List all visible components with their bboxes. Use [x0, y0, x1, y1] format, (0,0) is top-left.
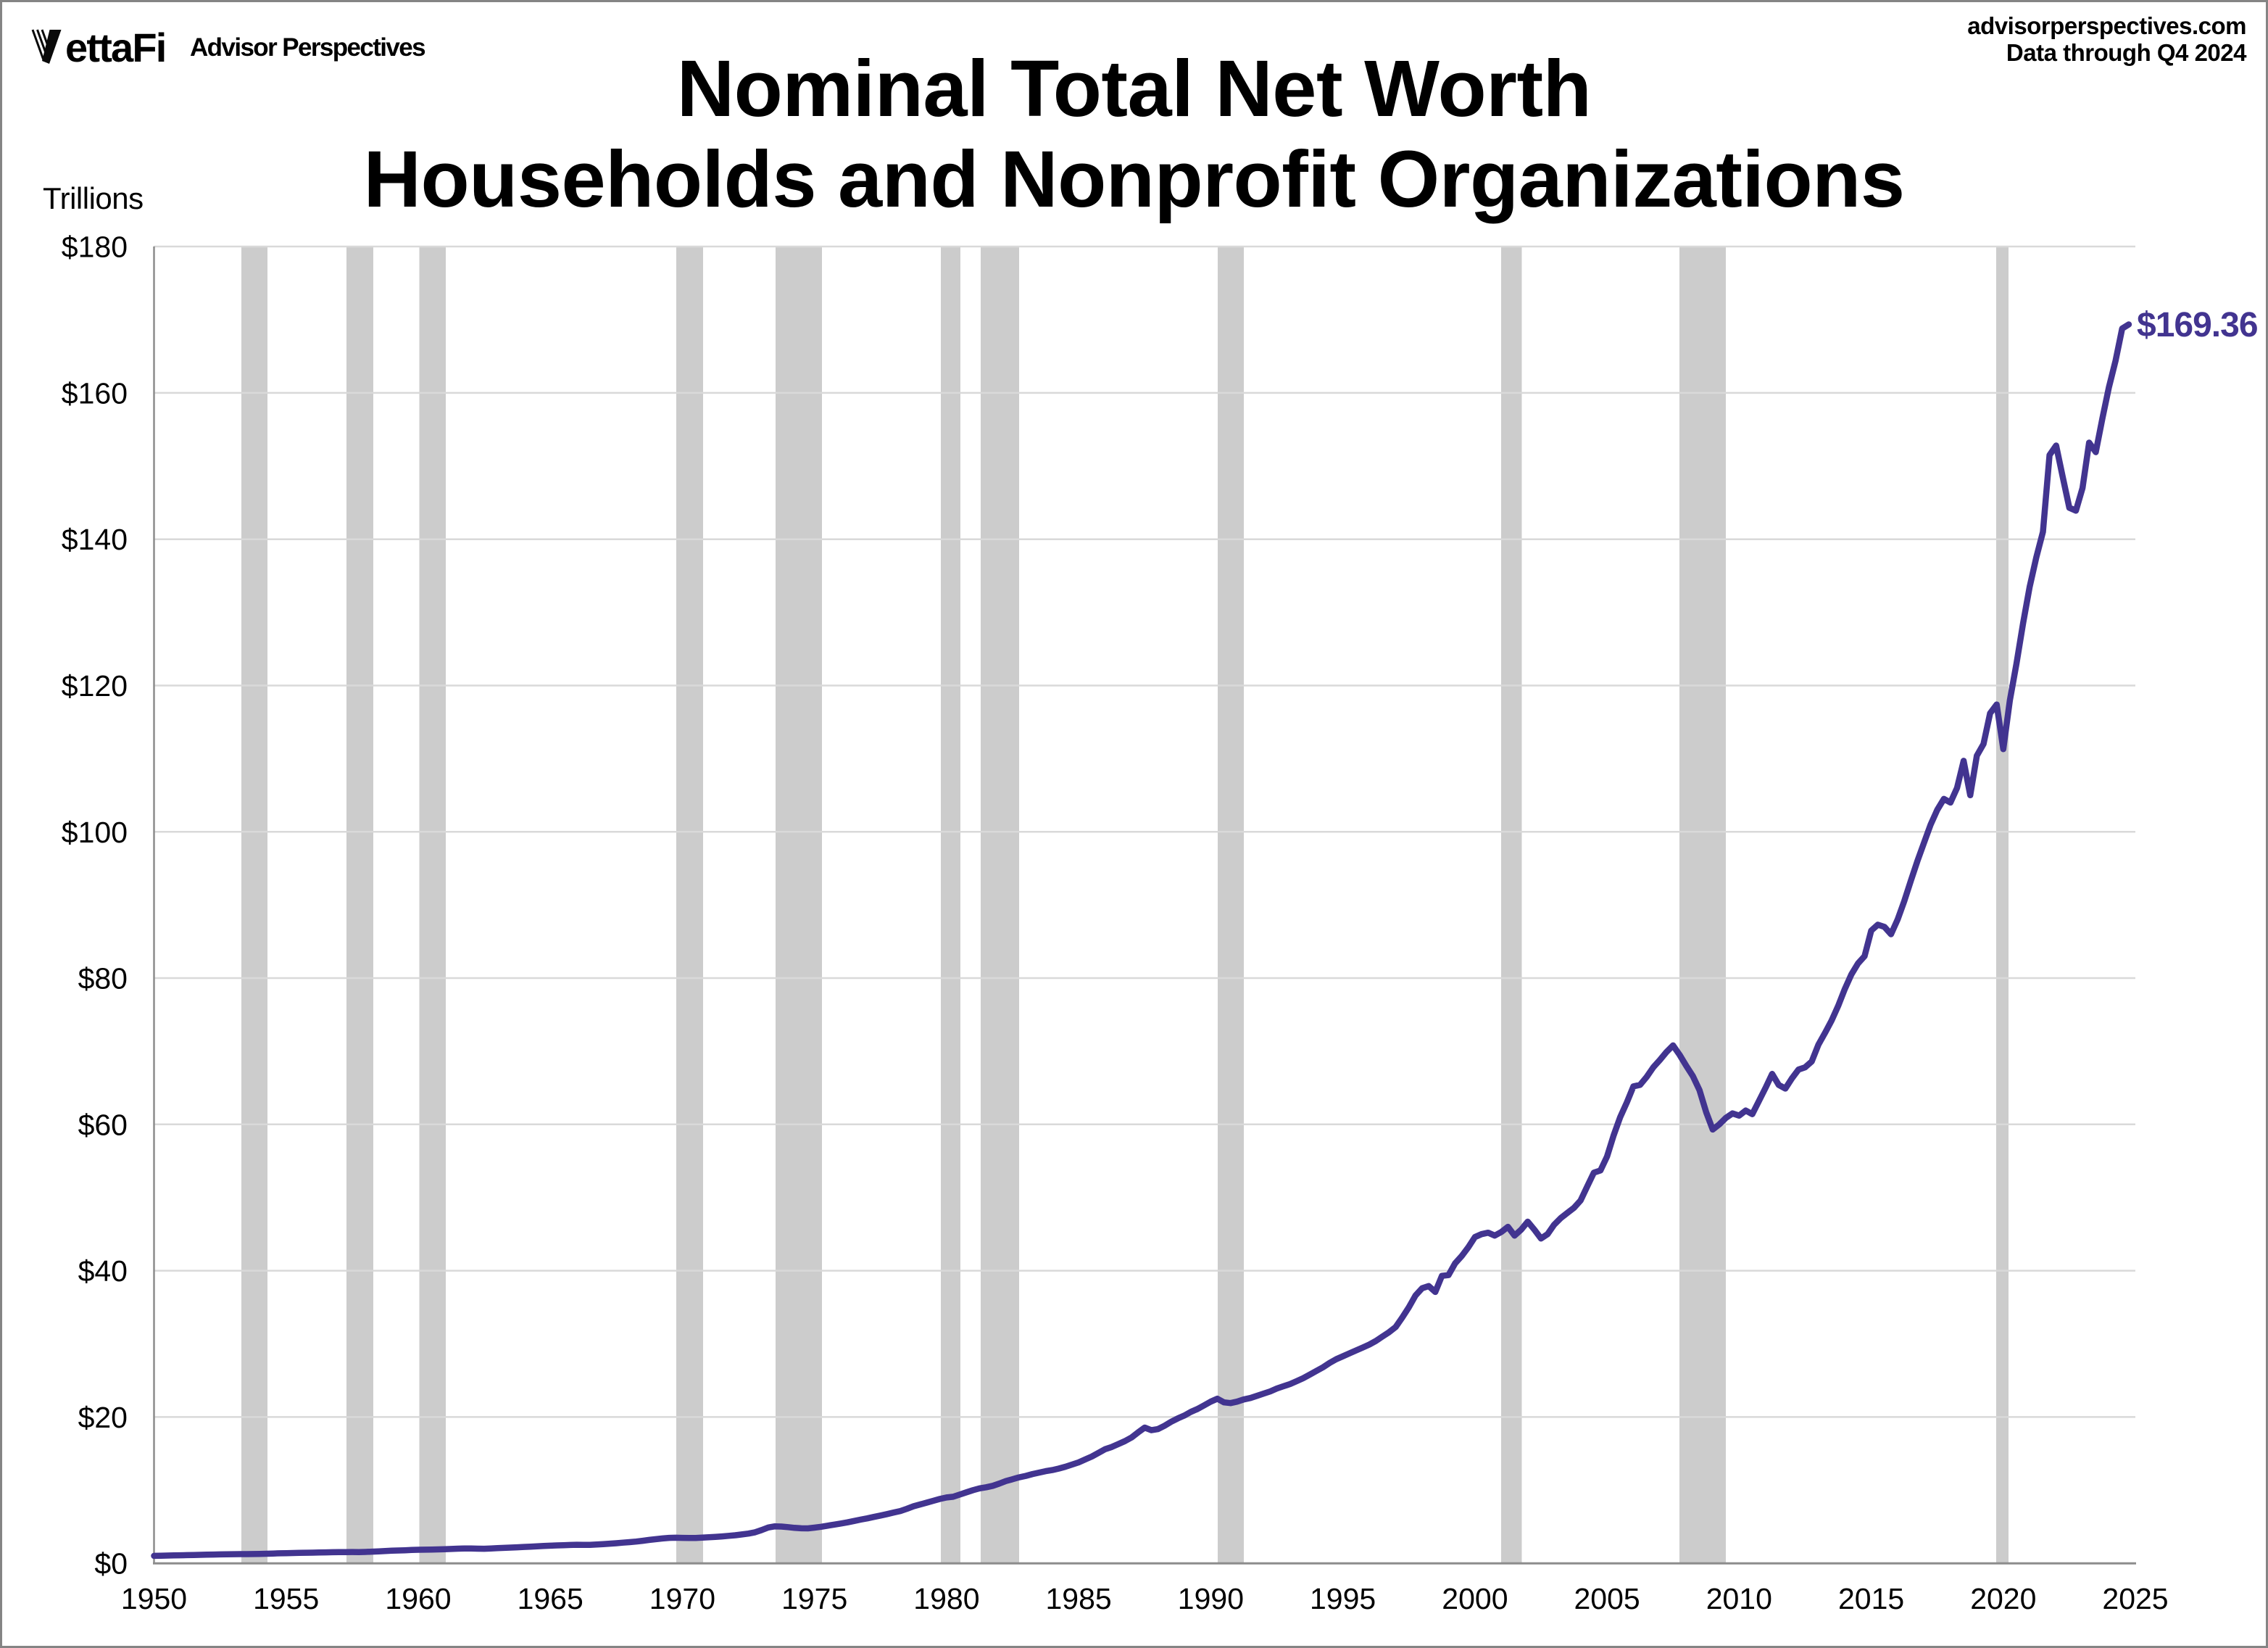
svg-text:1985: 1985	[1045, 1582, 1111, 1615]
svg-text:Data through Q4 2024: Data through Q4 2024	[2006, 39, 2247, 66]
svg-text:1990: 1990	[1178, 1582, 1244, 1615]
svg-text:1965: 1965	[518, 1582, 583, 1615]
svg-text:$60: $60	[78, 1108, 128, 1141]
svg-text:2015: 2015	[1838, 1582, 1904, 1615]
svg-text:1960: 1960	[385, 1582, 451, 1615]
svg-text:Advisor Perspectives: Advisor Perspectives	[190, 33, 425, 62]
svg-text:2005: 2005	[1574, 1582, 1640, 1615]
svg-text:1970: 1970	[649, 1582, 715, 1615]
svg-text:$140: $140	[62, 523, 128, 556]
svg-text:Nominal Total Net Worth: Nominal Total Net Worth	[677, 44, 1592, 133]
svg-text:$160: $160	[62, 376, 128, 410]
svg-text:Trillions: Trillions	[43, 181, 144, 215]
svg-text:$180: $180	[62, 231, 128, 264]
svg-text:advisorperspectives.com: advisorperspectives.com	[1967, 12, 2246, 39]
svg-text:1955: 1955	[253, 1582, 319, 1615]
svg-text:$100: $100	[62, 816, 128, 849]
svg-text:2020: 2020	[1970, 1582, 2036, 1615]
svg-text:2010: 2010	[1706, 1582, 1772, 1615]
svg-text:2025: 2025	[2102, 1582, 2168, 1615]
svg-text:1980: 1980	[913, 1582, 979, 1615]
svg-text:2000: 2000	[1442, 1582, 1508, 1615]
svg-text:$40: $40	[78, 1254, 128, 1288]
svg-text:$20: $20	[78, 1401, 128, 1434]
svg-text:1995: 1995	[1310, 1582, 1376, 1615]
svg-text:$0: $0	[94, 1547, 128, 1581]
svg-text:$80: $80	[78, 962, 128, 995]
svg-text:Households and Nonprofit Organ: Households and Nonprofit Organizations	[364, 135, 1905, 224]
svg-text:1975: 1975	[781, 1582, 847, 1615]
svg-text:$120: $120	[62, 669, 128, 703]
svg-text:$169.36: $169.36	[2137, 306, 2258, 344]
svg-text:ettaFi: ettaFi	[65, 25, 166, 70]
svg-text:1950: 1950	[121, 1582, 187, 1615]
